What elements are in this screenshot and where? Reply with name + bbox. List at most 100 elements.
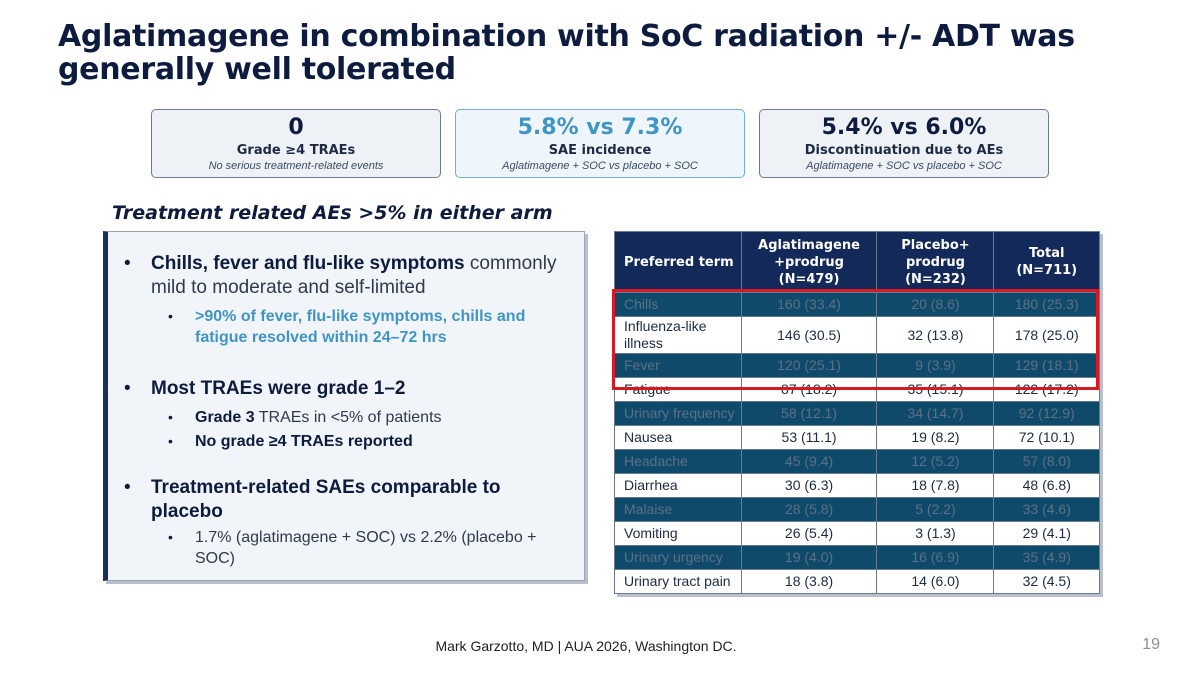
table-cell: 129 (18.1) — [993, 353, 1100, 378]
table-cell: 72 (10.1) — [993, 425, 1100, 450]
header-text: (N=232) — [905, 271, 966, 287]
table-cell: Diarrhea — [614, 473, 742, 498]
bullet-text: Most TRAEs were grade 1–2 — [151, 378, 406, 399]
table-row: Urinary urgency 19 (4.0) 16 (6.9) 35 (4.9) — [614, 545, 1100, 570]
table-cell: 33 (4.6) — [993, 497, 1100, 522]
footer-credit: Mark Garzotto, MD | AUA 2026, Washington… — [0, 638, 1200, 654]
table-cell: Urinary urgency — [614, 545, 742, 570]
table-row: Influenza-like illness 146 (30.5) 32 (13.8… — [614, 316, 1100, 354]
table-cell: 32 (4.5) — [993, 569, 1100, 594]
table-cell: 122 (17.2) — [993, 377, 1100, 402]
table-header-row: Preferred term Aglatimagene +prodrug (N=47… — [614, 231, 1100, 293]
section-heading: Treatment related AEs >5% in either arm — [112, 202, 553, 224]
table-cell: Headache — [614, 449, 742, 474]
header-text: +prodrug — [774, 254, 844, 270]
stat-subtext: Aglatimagene + SOC vs placebo + SOC — [806, 160, 1002, 172]
table-row: Fever 120 (25.1) 9 (3.9) 129 (18.1) — [614, 353, 1100, 378]
table-cell: 3 (1.3) — [876, 521, 995, 546]
adverse-events-table: Preferred term Aglatimagene +prodrug (N=47… — [614, 231, 1100, 594]
table-cell: Malaise — [614, 497, 742, 522]
table-cell: 32 (13.8) — [876, 316, 995, 354]
table-cell: 57 (8.0) — [993, 449, 1100, 474]
subbullet-text: >90% of fever, flu-like symptoms, chills… — [195, 308, 526, 346]
table-row: Urinary frequency 58 (12.1) 34 (14.7) 92 (1… — [614, 401, 1100, 426]
table-cell: 18 (7.8) — [876, 473, 995, 498]
bullet-dot-icon: • — [124, 253, 131, 274]
key-findings-panel: • Chills, fever and flu-like symptoms co… — [103, 231, 585, 581]
table-cell: 45 (9.4) — [740, 449, 878, 474]
table-cell: 18 (3.8) — [740, 569, 878, 594]
table-cell: 20 (8.6) — [876, 292, 995, 317]
table-cell: 12 (5.2) — [876, 449, 995, 474]
bullet-bold-text: Chills, fever and flu-like symptoms — [151, 253, 465, 274]
stat-value: 0 — [288, 115, 304, 140]
bullet-dot-icon: • — [168, 529, 173, 545]
table-cell: 160 (33.4) — [740, 292, 878, 317]
stat-card-discontinuation: 5.4% vs 6.0% Discontinuation due to AEs … — [759, 109, 1049, 178]
table-cell: 34 (14.7) — [876, 401, 995, 426]
table-cell: 26 (5.4) — [740, 521, 878, 546]
header-text: prodrug — [906, 254, 965, 270]
table-row: Nausea 53 (11.1) 19 (8.2) 72 (10.1) — [614, 425, 1100, 450]
bullet-dot-icon: • — [168, 409, 173, 425]
table-cell: 35 (4.9) — [993, 545, 1100, 570]
table-row: Headache 45 (9.4) 12 (5.2) 57 (8.0) — [614, 449, 1100, 474]
header-text: Aglatimagene — [758, 237, 860, 253]
table-cell: Fever — [614, 353, 742, 378]
stat-label: Discontinuation due to AEs — [804, 143, 1004, 158]
subbullet-bold-text: Grade 3 — [195, 409, 255, 426]
table-cell: Chills — [614, 292, 742, 317]
table-cell: Urinary tract pain — [614, 569, 742, 594]
table-cell: 29 (4.1) — [993, 521, 1100, 546]
table-cell: 9 (3.9) — [876, 353, 995, 378]
table-cell: Urinary frequency — [614, 401, 742, 426]
table-row: Chills 160 (33.4) 20 (8.6) 180 (25.3) — [614, 292, 1100, 317]
stat-value: 5.8% vs 7.3% — [517, 115, 683, 140]
table-cell: 16 (6.9) — [876, 545, 995, 570]
header-text: Preferred term — [624, 254, 734, 270]
stat-subtext: No serious treatment-related events — [208, 160, 384, 172]
header-text: (N=479) — [778, 271, 840, 287]
table-row: Fatigue 87 (18.2) 35 (15.1) 122 (17.2) — [614, 377, 1100, 402]
header-total: Total (N=711) — [993, 231, 1100, 293]
header-aglatimagene: Aglatimagene +prodrug (N=479) — [740, 231, 878, 293]
table-cell: 92 (12.9) — [993, 401, 1100, 426]
slide-title: Aglatimagene in combination with SoC rad… — [58, 19, 1075, 87]
bullet-text: commonly mild to moderate and self-limit… — [151, 253, 557, 298]
table-cell: 5 (2.2) — [876, 497, 995, 522]
table-cell: 48 (6.8) — [993, 473, 1100, 498]
table-row: Vomiting 26 (5.4) 3 (1.3) 29 (4.1) — [614, 521, 1100, 546]
table-cell: 87 (18.2) — [740, 377, 878, 402]
bullet-dot-icon: • — [124, 477, 131, 498]
bullet-dot-icon: • — [124, 378, 131, 399]
table-cell: 14 (6.0) — [876, 569, 995, 594]
stat-label: SAE incidence — [548, 143, 652, 158]
page-number: 19 — [1142, 636, 1160, 653]
stat-card-grade4: 0 Grade ≥4 TRAEs No serious treatment-re… — [151, 109, 441, 178]
table-cell: 180 (25.3) — [993, 292, 1100, 317]
subbullet-text: TRAEs in <5% of patients — [254, 409, 442, 426]
table-cell: Nausea — [614, 425, 742, 450]
table-cell: 19 (8.2) — [876, 425, 995, 450]
table-cell: Influenza-like illness — [614, 316, 742, 354]
header-text: Total — [1028, 246, 1065, 261]
table-cell: 120 (25.1) — [740, 353, 878, 378]
bullet-dot-icon: • — [168, 308, 173, 324]
bullet-text: Treatment-related SAEs comparable to pla… — [151, 477, 501, 522]
table-cell: 30 (6.3) — [740, 473, 878, 498]
table-row: Diarrhea 30 (6.3) 18 (7.8) 48 (6.8) — [614, 473, 1100, 498]
header-text: Placebo+ — [901, 237, 970, 253]
stat-card-sae: 5.8% vs 7.3% SAE incidence Aglatimagene … — [455, 109, 745, 178]
subbullet-text: 1.7% (aglatimagene + SOC) vs 2.2% (place… — [195, 529, 537, 567]
stat-label: Grade ≥4 TRAEs — [236, 143, 356, 158]
table-cell: 146 (30.5) — [740, 316, 878, 354]
footer-text: Mark Garzotto, MD | AUA 2026, Washington… — [435, 638, 737, 654]
table-cell: 58 (12.1) — [740, 401, 878, 426]
table-cell: 178 (25.0) — [993, 316, 1100, 354]
stat-value: 5.4% vs 6.0% — [821, 115, 987, 140]
table-cell: Fatigue — [614, 377, 742, 402]
stat-subtext: Aglatimagene + SOC vs placebo + SOC — [502, 160, 698, 172]
bullet-dot-icon: • — [168, 433, 173, 449]
table-cell: Vomiting — [614, 521, 742, 546]
subbullet-text: No grade ≥4 TRAEs reported — [195, 433, 413, 450]
